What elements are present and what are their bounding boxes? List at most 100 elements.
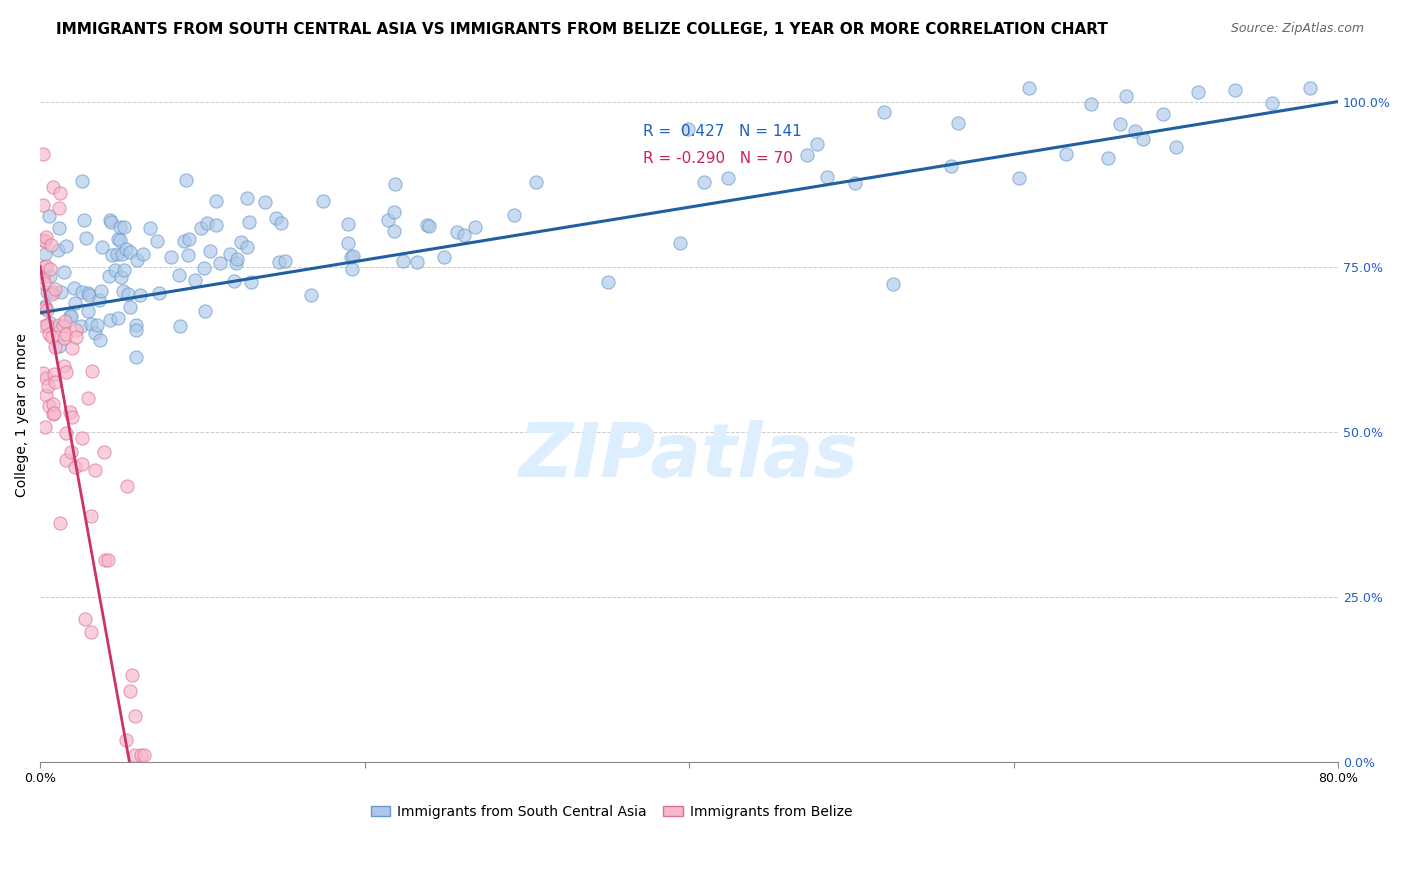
Point: [446, 226, 468, 240]
Point: [596, 275, 619, 289]
Point: [145, 234, 167, 248]
Point: [1097, 151, 1119, 165]
Point: [225, 252, 247, 266]
Point: [37, 285, 59, 299]
Point: [83, 326, 105, 340]
Point: [796, 148, 818, 162]
Point: [34, 247, 56, 261]
Point: [49, 285, 72, 299]
Point: [121, 668, 143, 682]
Point: [129, 288, 152, 302]
Point: [55, 365, 77, 379]
Point: [205, 218, 228, 232]
Point: [55, 425, 77, 440]
Point: [55, 326, 77, 341]
Point: [229, 235, 252, 249]
Point: [41, 285, 63, 300]
Point: [384, 177, 406, 191]
Point: [69, 318, 91, 333]
Point: [38, 399, 60, 413]
Point: [101, 248, 124, 262]
Point: [717, 171, 740, 186]
Point: [120, 300, 142, 314]
Point: [1123, 124, 1146, 138]
Point: [84, 462, 107, 476]
Point: [340, 250, 363, 264]
Point: [112, 285, 135, 299]
Point: [35, 303, 58, 318]
Point: [204, 194, 226, 209]
Point: [41, 407, 63, 421]
Point: [124, 708, 146, 723]
Point: [112, 263, 135, 277]
Point: [32, 270, 55, 285]
Point: [44, 282, 66, 296]
Point: [63, 296, 86, 310]
Point: [1299, 81, 1322, 95]
Point: [416, 219, 439, 233]
Point: [34, 420, 56, 434]
Text: Source: ZipAtlas.com: Source: ZipAtlas.com: [1230, 22, 1364, 36]
Point: [693, 175, 716, 189]
Point: [39, 261, 62, 276]
Point: [340, 262, 363, 277]
Point: [676, 122, 699, 136]
Point: [105, 246, 128, 260]
Point: [98, 212, 121, 227]
Point: [55, 239, 77, 253]
Point: [55, 452, 77, 467]
Point: [120, 245, 142, 260]
Point: [48, 220, 70, 235]
Point: [209, 255, 232, 269]
Point: [115, 733, 138, 747]
Point: [65, 323, 87, 337]
Point: [35, 230, 58, 244]
Point: [148, 286, 170, 301]
Point: [266, 211, 288, 226]
Point: [193, 261, 215, 276]
Point: [42, 406, 65, 420]
Point: [222, 274, 245, 288]
Point: [52, 265, 75, 279]
Point: [100, 215, 122, 229]
Point: [53, 331, 76, 345]
Point: [236, 240, 259, 254]
Point: [384, 205, 406, 219]
Point: [90, 284, 112, 298]
Point: [38, 209, 60, 223]
Text: R = -0.290   N = 70: R = -0.290 N = 70: [643, 152, 793, 167]
Point: [882, 277, 904, 292]
Point: [107, 311, 129, 326]
Point: [225, 256, 247, 270]
Point: [73, 612, 96, 626]
Point: [806, 136, 828, 151]
Point: [70, 285, 93, 299]
Legend: Immigrants from South Central Asia, Immigrants from Belize: Immigrants from South Central Asia, Immi…: [366, 799, 858, 824]
Point: [254, 194, 277, 209]
Point: [139, 221, 162, 235]
Point: [44, 375, 66, 389]
Point: [70, 457, 93, 471]
Point: [299, 288, 322, 302]
Point: [41, 287, 63, 301]
Point: [118, 683, 141, 698]
Point: [32, 318, 55, 333]
Point: [41, 330, 63, 344]
Point: [80, 318, 103, 332]
Point: [167, 268, 190, 283]
Point: [219, 247, 242, 261]
Point: [179, 232, 201, 246]
Point: [117, 287, 139, 301]
Point: [115, 242, 138, 256]
Point: [42, 368, 65, 382]
Point: [35, 259, 58, 273]
Point: [52, 318, 75, 333]
Point: [37, 379, 59, 393]
Point: [524, 175, 547, 189]
Point: [76, 231, 98, 245]
Point: [110, 220, 132, 235]
Point: [89, 293, 111, 308]
Point: [190, 221, 212, 235]
Point: [34, 301, 56, 315]
Point: [453, 227, 475, 242]
